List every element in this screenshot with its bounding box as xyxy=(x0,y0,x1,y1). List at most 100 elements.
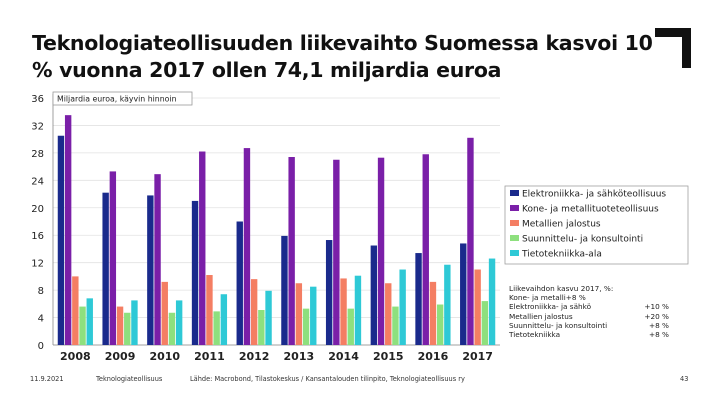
bar-2013-series-2 xyxy=(295,283,303,345)
bar-2008-series-0 xyxy=(57,135,65,345)
growth-box: Liikevaihdon kasvu 2017, %: Kone- ja met… xyxy=(509,284,669,339)
bar-2011-series-1 xyxy=(199,151,206,345)
bar-2016-series-2 xyxy=(429,281,437,345)
bar-2008-series-3 xyxy=(79,306,86,345)
bar-2010-series-1 xyxy=(154,174,161,345)
bar-2014-series-4 xyxy=(354,275,362,345)
legend-swatch xyxy=(510,190,519,196)
bar-2017-series-1 xyxy=(467,137,474,345)
y-tick-label: 32 xyxy=(31,121,44,132)
bar-2016-series-1 xyxy=(422,154,429,345)
x-tick-label: 2014 xyxy=(328,350,359,363)
growth-row: Metallien jalostus +20 % xyxy=(509,312,669,321)
y-tick-label: 16 xyxy=(31,231,44,242)
x-tick-label: 2016 xyxy=(418,350,449,363)
growth-label: Kone- ja metalli+8 % xyxy=(509,293,586,303)
bar-2017-series-4 xyxy=(488,258,496,345)
x-tick-label: 2011 xyxy=(194,350,225,363)
bar-2014-series-1 xyxy=(333,159,340,345)
x-tick-label: 2013 xyxy=(284,350,315,363)
x-tick-label: 2017 xyxy=(462,350,493,363)
bar-2015-series-1 xyxy=(377,157,385,345)
bar-2011-series-3 xyxy=(213,311,220,345)
footer-source: Lähde: Macrobond, Tilastokeskus / Kansan… xyxy=(190,375,465,383)
growth-label: Tietotekniikka xyxy=(509,330,561,340)
growth-value: +20 % xyxy=(644,311,669,321)
y-tick-label: 28 xyxy=(31,149,44,160)
bar-2008-series-1 xyxy=(64,115,72,346)
bar-2013-series-0 xyxy=(281,235,288,345)
growth-value: +8 % xyxy=(648,330,669,340)
growth-value: +8 % xyxy=(648,320,669,330)
y-tick-label: 12 xyxy=(31,259,44,270)
bar-2009-series-4 xyxy=(131,300,138,345)
x-tick-label: 2008 xyxy=(60,350,91,363)
bar-2012-series-1 xyxy=(243,148,251,345)
bar-2015-series-4 xyxy=(399,269,406,345)
bar-2009-series-2 xyxy=(116,306,124,345)
bars xyxy=(57,115,496,346)
legend-swatch xyxy=(510,250,519,256)
legend-label: Suunnittelu- ja konsultointi xyxy=(522,235,643,245)
bar-2010-series-0 xyxy=(147,195,154,345)
bar-2009-series-1 xyxy=(109,171,117,345)
legend-label: Metallien jalostus xyxy=(522,220,601,230)
bar-2008-series-4 xyxy=(86,298,93,345)
y-tick-label: 24 xyxy=(31,176,44,187)
x-tick-label: 2010 xyxy=(149,350,180,363)
x-tick-label: 2015 xyxy=(373,350,404,363)
bar-2011-series-0 xyxy=(191,200,199,345)
x-axis: 2008 2009 2010 2011 2012 2013 2014 2015 2016 2017 xyxy=(60,350,493,363)
bar-2009-series-3 xyxy=(124,312,131,345)
bar-2017-series-0 xyxy=(460,243,467,345)
growth-label: Suunnittelu- ja konsultointi xyxy=(509,320,608,330)
growth-row: Suunnittelu- ja konsultointi +8 % xyxy=(509,321,669,330)
legend-label: Kone- ja metallituoteteollisuus xyxy=(522,205,659,215)
chart-subtitle: Miljardia euroa, käyvin hinnoin xyxy=(57,95,177,104)
bar-2013-series-1 xyxy=(288,157,295,345)
bar-2017-series-3 xyxy=(481,301,489,345)
bar-2012-series-4 xyxy=(265,290,272,345)
corner-bracket-logo xyxy=(655,28,691,68)
y-tick-label: 0 xyxy=(38,341,44,352)
growth-label: Elektroniikka- ja sähkö xyxy=(509,302,592,312)
legend-label: Tietotekniikka-ala xyxy=(521,250,602,260)
y-tick-label: 20 xyxy=(31,204,44,215)
growth-row: Elektroniikka- ja sähkö +10 % xyxy=(509,302,669,311)
growth-value: +10 % xyxy=(644,302,669,312)
growth-row: Tietotekniikka +8 % xyxy=(509,330,669,339)
bar-2015-series-2 xyxy=(385,283,392,345)
bar-2011-series-4 xyxy=(220,294,228,345)
bar-2016-series-4 xyxy=(444,264,451,345)
bar-2016-series-0 xyxy=(415,253,422,345)
bar-2013-series-4 xyxy=(310,286,317,345)
bar-2014-series-2 xyxy=(340,278,347,345)
legend: Elektroniikka- ja sähköteollisuus Kone- j… xyxy=(504,185,689,265)
bar-2014-series-0 xyxy=(325,240,333,345)
slide-title: Teknologiateollisuuden liikevaihto Suome… xyxy=(32,31,653,82)
bar-2008-series-2 xyxy=(72,276,79,345)
legend-swatch xyxy=(510,220,519,226)
bar-2013-series-3 xyxy=(302,308,310,345)
bar-2010-series-3 xyxy=(168,312,176,345)
bar-2015-series-3 xyxy=(392,306,399,345)
y-tick-label: 36 xyxy=(31,94,44,105)
footer-org: Teknologiateollisuus xyxy=(96,375,163,383)
bar-2014-series-3 xyxy=(347,308,354,345)
legend-swatch xyxy=(510,205,519,211)
legend-box xyxy=(504,185,689,265)
bar-2015-series-0 xyxy=(370,245,378,345)
legend-label: Elektroniikka- ja sähköteollisuus xyxy=(522,190,666,200)
x-tick-label: 2012 xyxy=(239,350,270,363)
y-tick-label: 8 xyxy=(38,286,44,297)
footer-page-number: 43 xyxy=(680,375,689,383)
growth-label: Metallien jalostus xyxy=(509,311,573,321)
x-tick-label: 2009 xyxy=(105,350,136,363)
footer-date: 11.9.2021 xyxy=(30,375,64,383)
y-tick-label: 4 xyxy=(38,314,44,325)
bar-2011-series-2 xyxy=(206,275,213,345)
bar-2012-series-2 xyxy=(250,279,258,345)
growth-row: Kone- ja metalli+8 % xyxy=(509,293,669,302)
bar-2010-series-2 xyxy=(161,281,168,345)
